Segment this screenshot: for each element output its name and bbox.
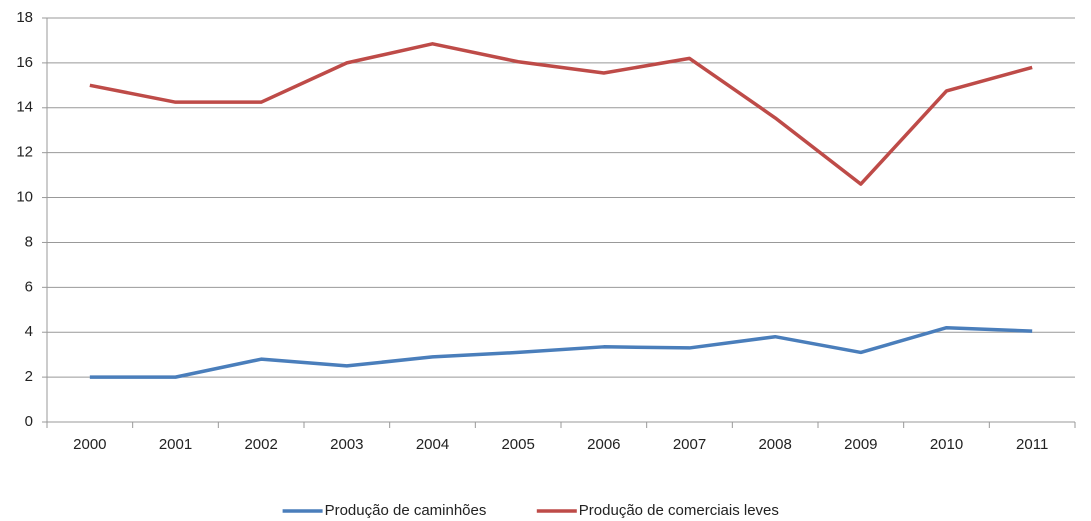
y-tick-label: 16	[16, 54, 33, 71]
x-tick-label: 2002	[244, 436, 277, 453]
x-tick-label: 2011	[1016, 436, 1048, 453]
legend-label: Produção de comerciais leves	[579, 502, 779, 519]
y-tick-label: 14	[16, 99, 33, 116]
y-tick-label: 4	[25, 323, 33, 340]
x-tick-label: 2009	[844, 436, 877, 453]
line-series	[89, 42, 1033, 186]
x-tick-label: 2007	[673, 436, 706, 453]
x-tick-label: 2003	[330, 436, 363, 453]
y-tick-label: 2	[25, 368, 33, 385]
x-tick-label: 2001	[159, 436, 192, 453]
x-tick-label: 2000	[73, 436, 106, 453]
x-tick-label: 2004	[416, 436, 449, 453]
y-tick-label: 12	[16, 144, 33, 161]
x-tick-label: 2005	[501, 436, 534, 453]
y-tick-label: 10	[16, 189, 33, 206]
x-tick-label: 2008	[758, 436, 791, 453]
y-tick-label: 0	[25, 413, 33, 430]
y-tick-label: 6	[25, 278, 33, 295]
x-tick-label: 2010	[930, 436, 963, 453]
legend-label: Produção de caminhões	[325, 502, 487, 519]
y-tick-label: 8	[25, 233, 33, 250]
line-series	[89, 325, 1033, 379]
x-tick-label: 2006	[587, 436, 620, 453]
y-tick-label: 18	[16, 9, 33, 26]
